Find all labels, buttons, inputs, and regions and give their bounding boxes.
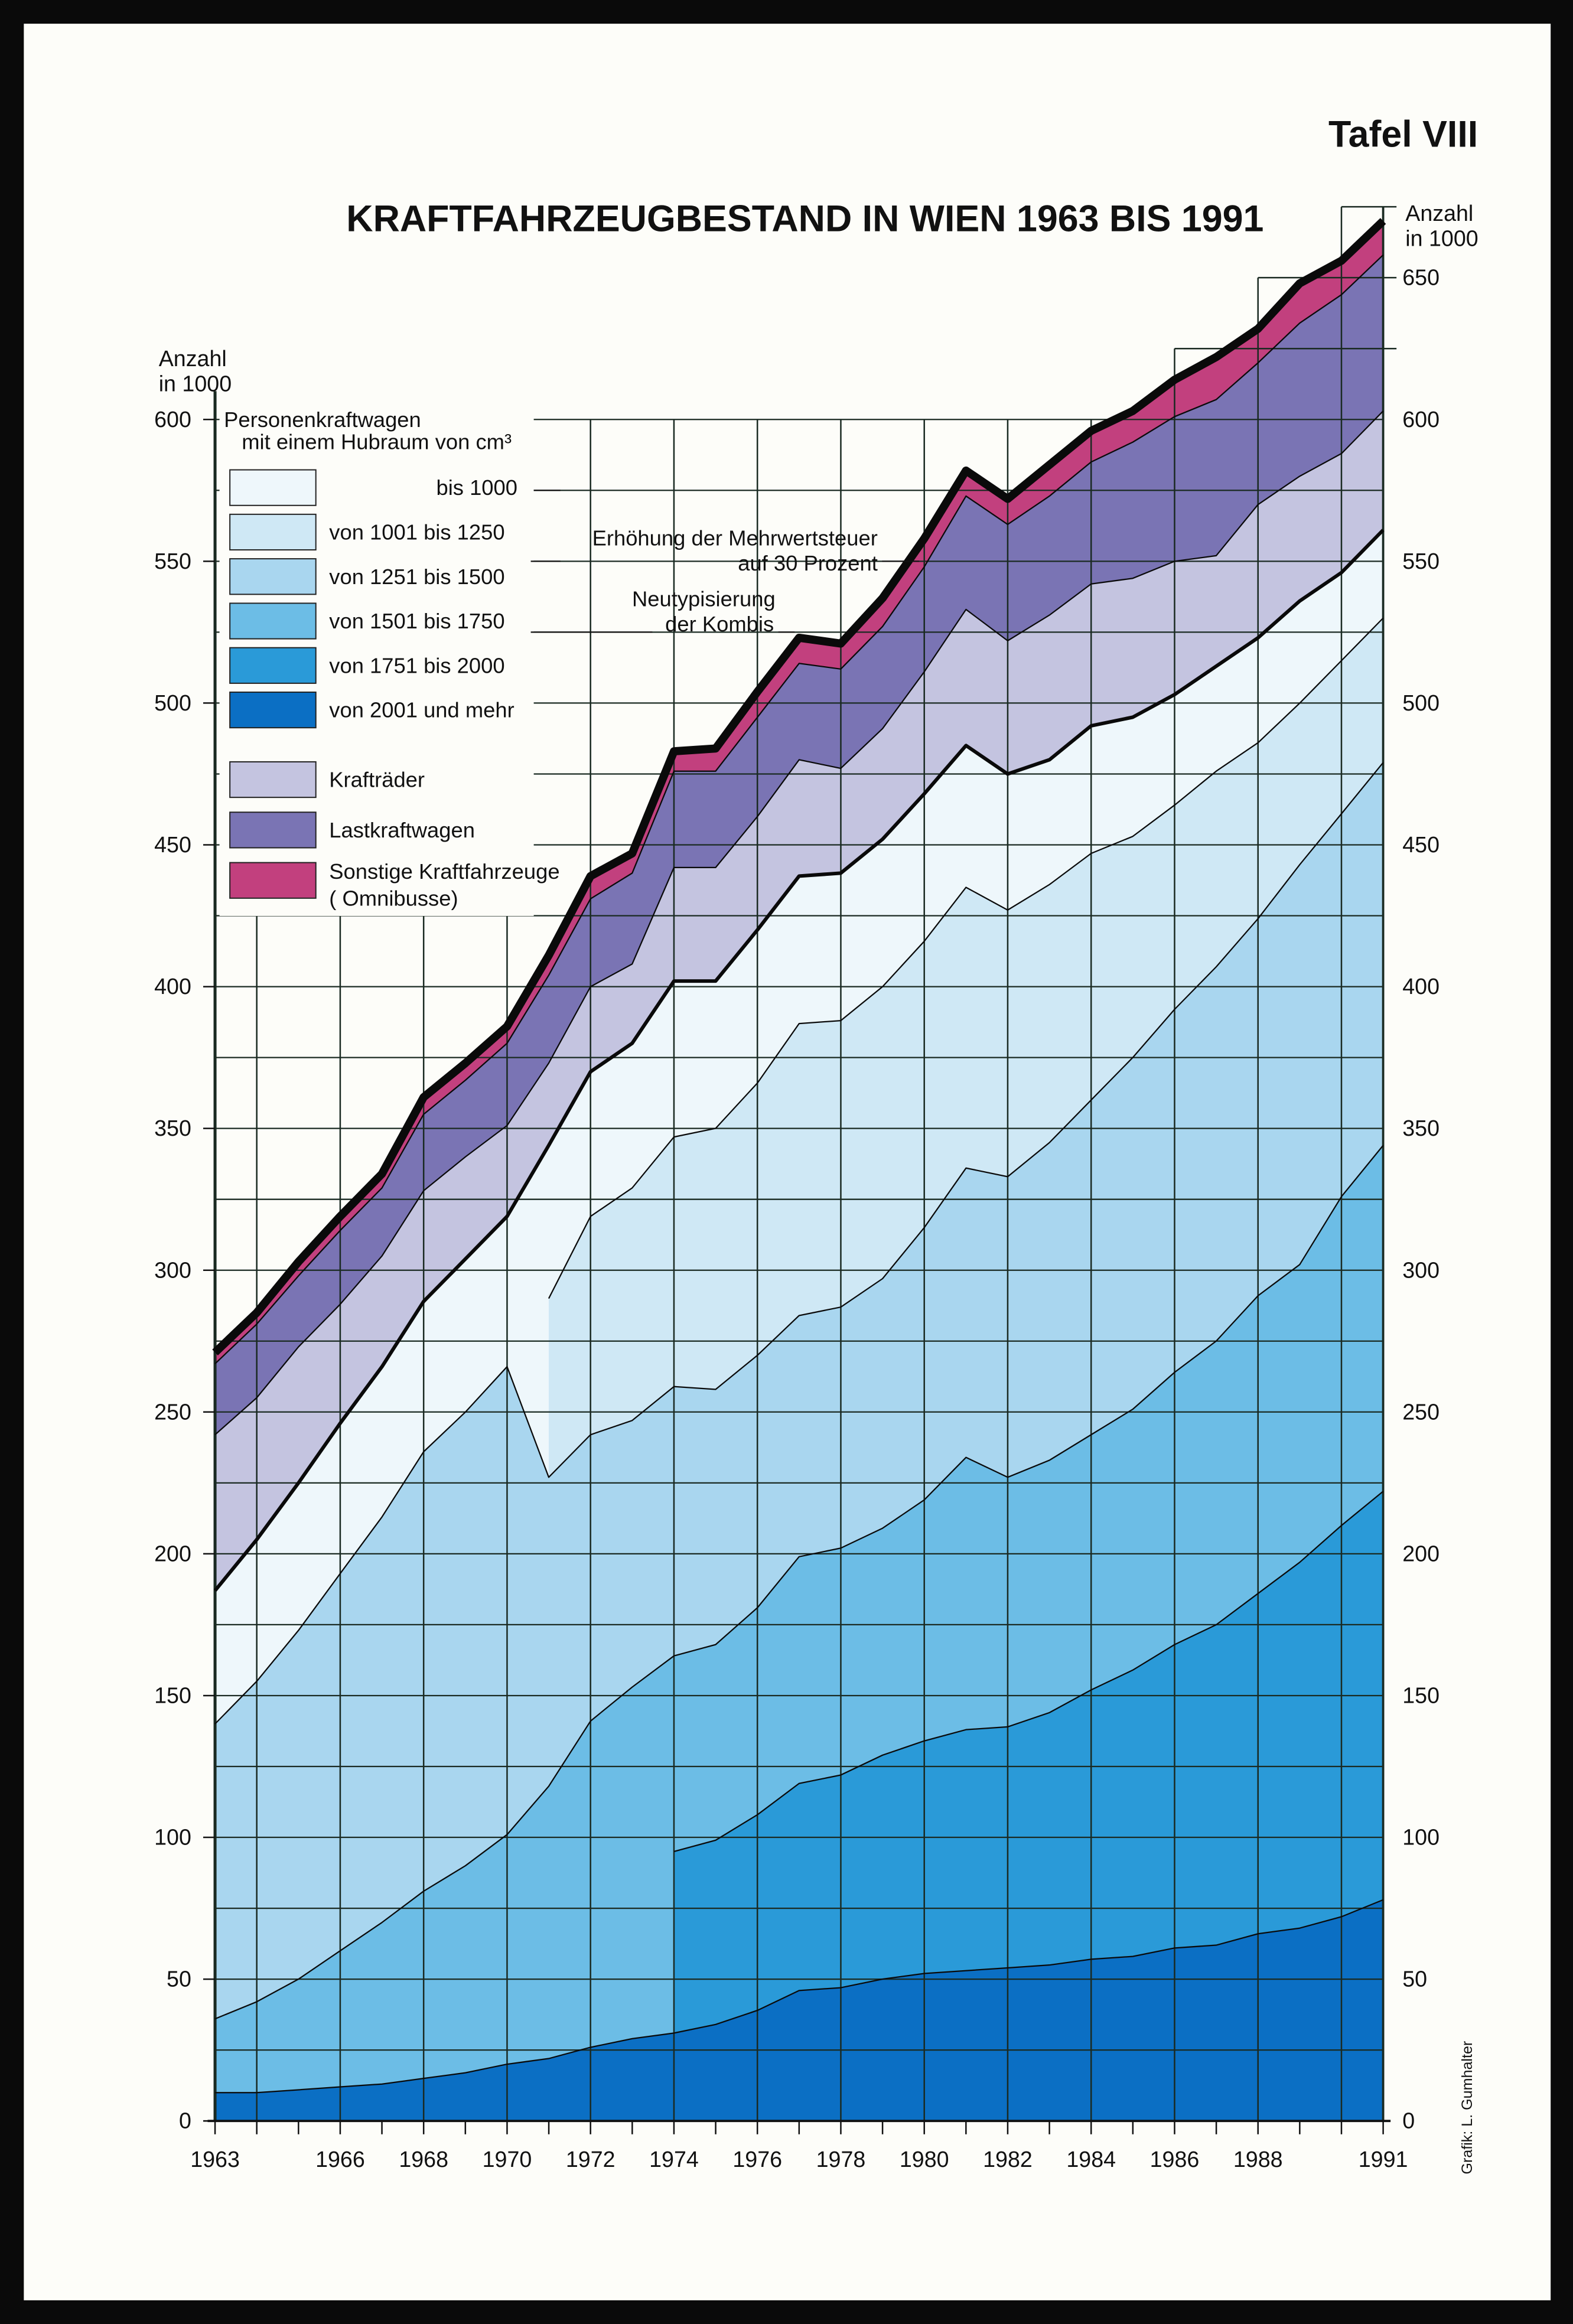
x-tick-label: 1974	[649, 2147, 699, 2172]
y-tick-label-right: 50	[1402, 1967, 1427, 1991]
y-tick-label-left: 250	[154, 1399, 191, 1424]
x-tick-label: 1970	[483, 2147, 532, 2172]
y-tick-label-right: 650	[1402, 265, 1440, 290]
x-tick-label: 1982	[983, 2147, 1033, 2172]
legend-swatch-von-1751-bis-2000	[229, 647, 317, 684]
axis-ticks: 0 50 100 150 200 250 300 350 400 450 500 550 600 0 50 1…	[154, 265, 1440, 2172]
x-tick-label: 1976	[732, 2147, 782, 2172]
line-kraftr-der	[214, 410, 1384, 1436]
legend-swatch-bis-1000	[229, 469, 317, 506]
grid	[207, 206, 1397, 2134]
y-tick-label-right: 250	[1402, 1399, 1440, 1424]
legend-swatch-kraftr-der	[229, 761, 317, 798]
legend-label-von-2001-und-mehr: von 2001 und mehr	[329, 698, 514, 722]
legend-label-bis-1000: bis 1000	[436, 475, 517, 500]
y-tick-label-right: 100	[1402, 1825, 1440, 1850]
x-tick-label: 1984	[1066, 2147, 1116, 2172]
line-von-1251-bis-1500	[214, 762, 1384, 1725]
y-tick-label-left: 300	[154, 1257, 191, 1282]
chart-title: KRAFTFAHRZEUGBESTAND IN WIEN 1963 BIS 19…	[346, 198, 1263, 239]
y-tick-label-left: 550	[154, 549, 191, 573]
x-tick-label: 1963	[190, 2147, 240, 2172]
legend-label-von-1251-bis-1500: von 1251 bis 1500	[329, 565, 504, 589]
y-tick-label-left: 350	[154, 1116, 191, 1140]
annotation-vat-line2: auf 30 Prozent	[738, 551, 878, 575]
y-tick-label-left: 400	[154, 974, 191, 999]
x-tick-label: 1972	[566, 2147, 615, 2172]
legend-label-lastkraftwagen: Lastkraftwagen	[329, 818, 475, 842]
y-tick-label-right: 500	[1402, 690, 1440, 715]
credit: Grafik: L. Gumhalter	[1459, 2041, 1476, 2175]
x-tick-label: 1991	[1359, 2147, 1408, 2172]
plate-number: Tafel VIII	[1328, 113, 1478, 155]
legend: Personenkraftwagen mit einem Hubraum von…	[219, 403, 561, 916]
legend-label-von-1001-bis-1250: von 1001 bis 1250	[329, 520, 504, 544]
series-boundaries	[212, 218, 1386, 2094]
line-von-1001-bis-1250	[548, 617, 1384, 1299]
line-bis-1000	[213, 529, 1385, 1592]
y-tick-label-right: 600	[1402, 407, 1440, 432]
y-tick-label-left: 150	[154, 1683, 191, 1708]
y-tick-label-left: 200	[154, 1541, 191, 1566]
legend-label-sonstige-sub: ( Omnibusse)	[329, 886, 458, 910]
y-axis-left-label-1: Anzahl	[159, 346, 227, 371]
x-tick-label: 1988	[1233, 2147, 1283, 2172]
y-tick-label-right: 0	[1402, 2108, 1415, 2133]
y-tick-label-right: 300	[1402, 1257, 1440, 1282]
y-tick-label-right: 350	[1402, 1116, 1440, 1140]
y-tick-label-right: 450	[1402, 832, 1440, 857]
line-von-1751-bis-2000	[673, 1491, 1384, 1853]
y-tick-label-right: 550	[1402, 549, 1440, 573]
legend-label-von-1751-bis-2000: von 1751 bis 2000	[329, 653, 504, 677]
y-tick-label-left: 50	[167, 1967, 191, 1991]
legend-swatch-lastkraftwagen	[229, 811, 317, 849]
y-tick-label-left: 100	[154, 1825, 191, 1850]
annotation-kombi-line1: Neutypisierung	[632, 586, 776, 611]
legend-label-sonstige-kraftfahrzeuge: Sonstige Kraftfahrzeuge	[329, 859, 559, 884]
legend-heading-2: mit einem Hubraum von cm³	[242, 429, 512, 454]
y-axis-right-label-1: Anzahl	[1405, 201, 1473, 226]
legend-label-kraftr-der: Krafträder	[329, 768, 425, 792]
legend-swatch-von-1501-bis-1750	[229, 602, 317, 640]
y-tick-label-left: 600	[154, 407, 191, 432]
x-tick-label: 1978	[816, 2147, 866, 2172]
legend-swatch-von-1251-bis-1500	[229, 558, 317, 595]
x-tick-label: 1980	[900, 2147, 949, 2172]
y-tick-label-left: 0	[179, 2108, 191, 2133]
y-tick-label-right: 150	[1402, 1683, 1440, 1708]
legend-heading-1: Personenkraftwagen	[224, 408, 421, 432]
y-tick-label-left: 500	[154, 690, 191, 715]
x-tick-label: 1966	[315, 2147, 365, 2172]
x-tick-label: 1986	[1150, 2147, 1200, 2172]
legend-swatch-von-2001-und-mehr	[229, 691, 317, 729]
line-von-1501-bis-1750	[214, 1145, 1384, 2020]
legend-swatch-von-1001-bis-1250	[229, 513, 317, 551]
legend-label-von-1501-bis-1750: von 1501 bis 1750	[329, 609, 504, 633]
line-von-2001-und-mehr	[215, 1899, 1384, 2094]
legend-swatch-sonstige-kraftfahrzeuge	[229, 862, 317, 899]
line-sonstige-kraftfahrzeuge	[212, 218, 1386, 1355]
y-tick-label-left: 450	[154, 832, 191, 857]
annotation-kombi-line2: der Kombis	[665, 612, 774, 636]
line-lastkraftwagen	[214, 254, 1384, 1364]
y-axis-right-label-2: in 1000	[1405, 226, 1478, 251]
y-tick-label-right: 400	[1402, 974, 1440, 999]
y-tick-label-right: 200	[1402, 1541, 1440, 1566]
x-tick-label: 1968	[399, 2147, 448, 2172]
annotation-vat-line1: Erhöhung der Mehrwertsteuer	[592, 526, 878, 550]
y-axis-left-label-2: in 1000	[159, 371, 232, 396]
